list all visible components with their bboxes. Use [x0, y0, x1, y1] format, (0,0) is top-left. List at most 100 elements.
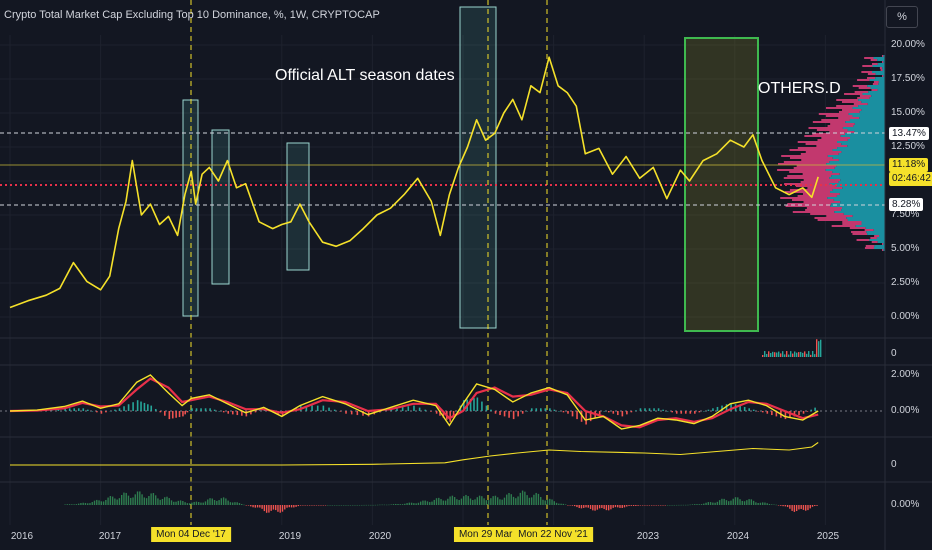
hist-bar — [356, 504, 358, 506]
volume-bar — [806, 353, 808, 357]
osc-hist-bar — [617, 411, 619, 416]
hist-bar — [75, 504, 78, 505]
hist-bar — [204, 501, 207, 505]
percent-scale-button[interactable]: % — [886, 6, 918, 28]
hist-bar — [392, 504, 395, 505]
profile-bar-pink — [777, 169, 826, 171]
profile-bar-pink — [849, 227, 866, 229]
hist-bar — [465, 494, 467, 505]
osc-hist-bar — [598, 411, 601, 415]
hist-bar — [247, 505, 250, 506]
osc-hist-bar — [535, 408, 538, 411]
osc-hist-bar — [424, 409, 427, 411]
hist-bar — [626, 505, 628, 507]
osc-hist-bar — [798, 411, 800, 416]
profile-bar-pink — [873, 81, 879, 83]
hist-bar — [80, 503, 82, 505]
hist-bar — [435, 498, 438, 505]
hist-bar — [342, 504, 345, 506]
osc-hist-bar — [549, 408, 551, 411]
volume-bar — [778, 351, 780, 357]
hist-bar — [177, 500, 180, 505]
profile-bar-pink — [781, 155, 828, 157]
osc-hist-bar — [653, 408, 655, 411]
volume-bar — [766, 353, 768, 357]
hist-bar — [741, 500, 743, 505]
osc-hist-bar — [305, 405, 308, 411]
profile-bar-teal — [832, 171, 885, 173]
alt-season-boxes — [182, 6, 759, 332]
hist-bar — [678, 504, 680, 506]
profile-bar-pink — [842, 221, 862, 223]
profile-bar-teal — [883, 61, 885, 63]
osc-hist-bar — [396, 407, 398, 411]
profile-bar-pink — [817, 139, 848, 141]
hist-bar — [148, 496, 150, 505]
hist-bar — [261, 505, 263, 509]
hist-bar — [766, 503, 768, 505]
hist-bar — [662, 505, 664, 506]
profile-bar-pink — [816, 129, 848, 131]
osc-hist-bar — [694, 411, 696, 414]
hist-bar — [220, 498, 223, 505]
hist-bar — [728, 501, 730, 505]
price-line — [9, 56, 819, 309]
profile-bar-teal — [825, 169, 885, 171]
hist-bar — [311, 505, 313, 506]
volume-bar — [792, 353, 794, 357]
hist-bar — [718, 500, 721, 505]
hist-bar — [426, 501, 429, 505]
oscillator-line — [9, 374, 819, 430]
hist-bar — [687, 504, 689, 506]
hist-bar — [703, 503, 705, 505]
osc-hist-bar — [494, 411, 497, 414]
osc-hist-bar — [571, 411, 574, 417]
profile-bar-pink — [871, 89, 878, 91]
profile-bar-teal — [827, 155, 885, 157]
osc-hist-bar — [558, 411, 560, 412]
hist-bar — [168, 498, 170, 505]
hist-bar — [644, 505, 646, 506]
profile-bar-pink — [806, 207, 843, 209]
osc-hist-bar — [413, 405, 415, 411]
hist-bar — [306, 505, 309, 506]
y-tick-label: 0.00% — [891, 311, 920, 322]
signal-line — [9, 377, 819, 429]
osc-hist-bar — [100, 411, 103, 414]
volume-bar — [788, 354, 790, 357]
osc-hist-bar — [259, 410, 261, 411]
hist-bar — [379, 504, 381, 506]
profile-bar-teal — [873, 247, 885, 249]
hist-bar — [546, 499, 549, 505]
hist-bar — [213, 500, 216, 505]
profile-bar-pink — [793, 167, 835, 169]
hist-bar — [96, 499, 98, 505]
hist-bar — [293, 505, 295, 508]
osc-hist-bar — [473, 398, 475, 411]
hist-bar — [265, 505, 268, 513]
volume-bar — [790, 351, 792, 357]
osc-hist-bar — [231, 411, 234, 415]
profile-bar-teal — [826, 163, 885, 165]
volume-bar — [774, 352, 776, 357]
hist-bar — [786, 505, 789, 508]
hist-bar — [64, 504, 66, 505]
osc-hist-bar — [757, 411, 760, 412]
hist-bar — [530, 497, 533, 505]
volume-bar — [770, 353, 772, 357]
hist-bar — [485, 500, 488, 505]
profile-bar-pink — [865, 245, 875, 247]
profile-bar-teal — [875, 77, 885, 79]
hist-bar — [340, 504, 343, 506]
profile-bar-teal — [879, 235, 885, 237]
profile-bar-pink — [803, 201, 841, 203]
osc-hist-bar — [178, 411, 181, 418]
date-marker-lines — [190, 0, 548, 525]
osc-hist-bar — [612, 411, 615, 414]
profile-bar-pink — [864, 247, 874, 249]
hist-bar — [376, 504, 379, 506]
osc-hist-bar — [512, 411, 515, 420]
volume-bar — [798, 352, 800, 357]
profile-bar-teal — [841, 143, 885, 145]
hist-bar — [621, 505, 623, 508]
